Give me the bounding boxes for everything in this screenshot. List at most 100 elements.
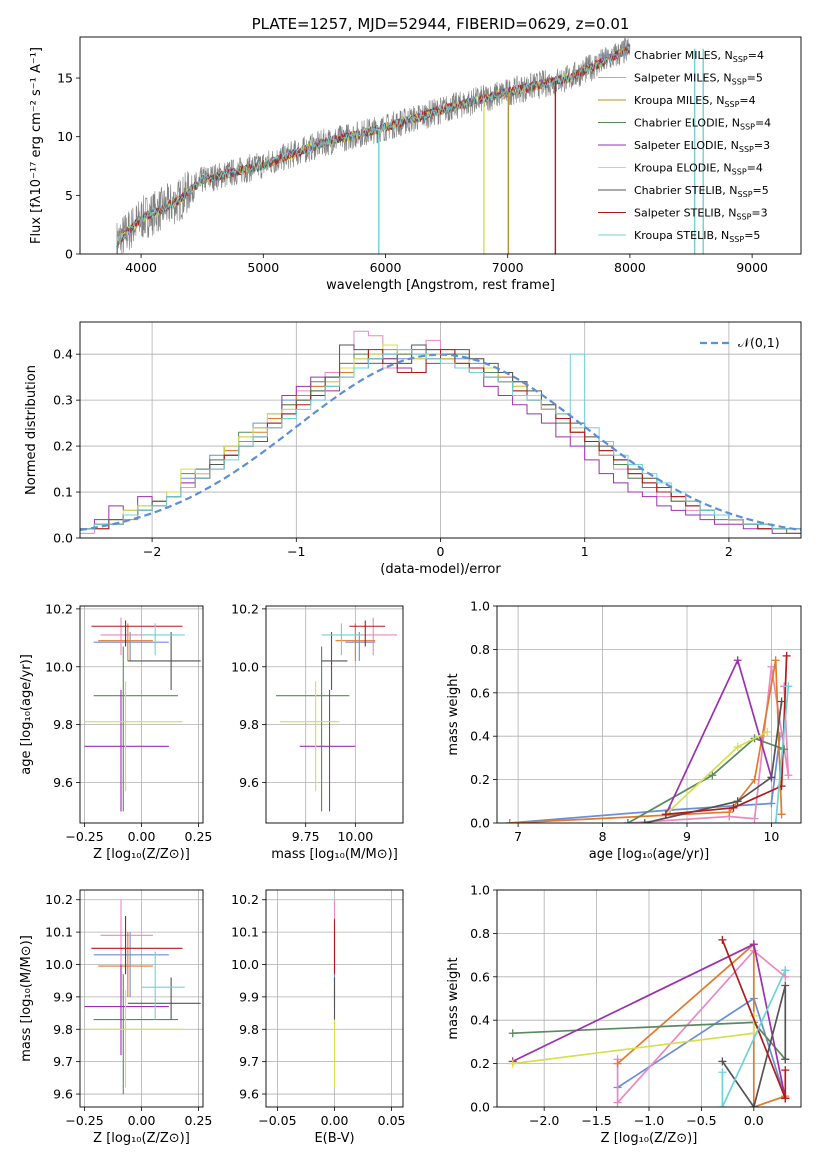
residual-histogram xyxy=(80,349,801,530)
x-axis-label: E(B-V) xyxy=(314,1131,354,1146)
plus-marker xyxy=(749,1103,758,1107)
plus-marker xyxy=(781,1094,790,1103)
y-axis-label: Flux [fλ10⁻¹⁷ erg cm⁻² s⁻¹ A⁻¹] xyxy=(29,47,44,244)
y-tick-label: 0.0 xyxy=(470,816,490,831)
weight-vs-Z-plot-area xyxy=(508,935,790,1107)
model-spectrum-line xyxy=(116,43,631,248)
plus-marker xyxy=(781,1055,790,1064)
plus-marker xyxy=(749,940,758,949)
x-tick-label: −0.25 xyxy=(65,1113,103,1128)
plus-marker xyxy=(729,803,738,812)
plus-marker xyxy=(613,1098,622,1107)
x-tick-label: 0.00 xyxy=(128,1113,156,1128)
model-spectrum-line xyxy=(116,46,631,247)
plus-marker xyxy=(780,745,789,754)
plus-marker xyxy=(708,771,717,780)
x-tick-label: −2 xyxy=(143,544,161,559)
y-tick-label: 9.6 xyxy=(239,1087,259,1102)
y-axis-label: mass weight xyxy=(446,957,461,1039)
plus-marker xyxy=(725,808,734,817)
x-axis-label: Z [log₁₀(Z/Z⊙)] xyxy=(93,1131,190,1146)
y-tick-label: 9.8 xyxy=(239,1022,259,1037)
legend-entry: Chabrier MILES, NSSP=4 xyxy=(634,49,764,64)
axes-frame xyxy=(79,321,802,539)
x-tick-label: 2 xyxy=(725,544,733,559)
x-tick-label: −1 xyxy=(287,544,305,559)
axes-frame xyxy=(79,605,204,824)
x-tick-label: 0.05 xyxy=(378,1113,406,1128)
x-tick-label: 0 xyxy=(437,544,445,559)
mass-vs-Z-plot-area xyxy=(84,899,201,1095)
x-tick-label: −1.5 xyxy=(581,1113,611,1128)
plus-marker xyxy=(763,727,772,736)
y-tick-label: 0.2 xyxy=(53,439,73,454)
plus-marker xyxy=(782,651,791,660)
x-tick-label: 8000 xyxy=(614,260,646,275)
y-tick-label: 10.2 xyxy=(45,892,73,907)
y-tick-label: 9.7 xyxy=(239,1054,259,1069)
mass-weight-line xyxy=(665,655,788,816)
mass-weight-line xyxy=(721,969,787,1107)
y-tick-label: 9.7 xyxy=(53,1054,73,1069)
plus-marker xyxy=(718,1057,727,1066)
y-tick-label: 0.2 xyxy=(470,772,490,787)
x-axis-label: wavelength [Angstrom, rest frame] xyxy=(326,278,555,293)
plus-marker xyxy=(733,656,742,665)
legend-entry: Salpeter STELIB, NSSP=3 xyxy=(634,207,768,222)
mass-weight-line xyxy=(665,731,768,815)
y-tick-label: 0.3 xyxy=(53,393,73,408)
x-axis-label: Z [log₁₀(Z/Z⊙)] xyxy=(601,1131,698,1146)
plus-marker xyxy=(750,814,759,823)
legend-entry: Kroupa STELIB, NSSP=5 xyxy=(634,229,760,244)
y-tick-label: 0.6 xyxy=(470,685,490,700)
x-tick-label: −1.0 xyxy=(634,1113,664,1128)
y-tick-label: 9.6 xyxy=(53,1087,73,1102)
y-tick-label: 10.0 xyxy=(231,659,259,674)
y-tick-label: 0.2 xyxy=(470,1056,490,1071)
plus-marker xyxy=(640,819,649,823)
plus-marker xyxy=(733,743,742,752)
x-tick-label: 9.75 xyxy=(292,829,320,844)
y-tick-label: 0.4 xyxy=(470,1013,490,1028)
x-tick-label: 9 xyxy=(683,829,691,844)
axes-frame xyxy=(79,889,204,1108)
y-tick-label: 10 xyxy=(57,129,73,144)
model-spectrum-line xyxy=(116,46,631,247)
axes-frame xyxy=(265,605,404,824)
y-tick-label: 5 xyxy=(65,188,73,203)
y-tick-label: 9.9 xyxy=(239,989,259,1004)
plus-marker xyxy=(718,1068,727,1077)
legend-entry: Chabrier ELODIE, NSSP=4 xyxy=(634,117,771,132)
y-tick-label: 0.4 xyxy=(470,729,490,744)
y-tick-label: 9.8 xyxy=(239,717,259,732)
x-tick-label: −0.5 xyxy=(686,1113,716,1128)
age-vs-Z-plot-area xyxy=(84,617,201,812)
model-spectrum-line xyxy=(116,44,630,248)
legend-entry: 𝒩(0,1) xyxy=(738,335,780,350)
legend-entry: Kroupa MILES, NSSP=4 xyxy=(634,94,756,109)
x-tick-label: 10.00 xyxy=(337,829,373,844)
y-tick-label: 10.1 xyxy=(45,925,73,940)
y-tick-label: 0.1 xyxy=(53,485,73,500)
plus-marker xyxy=(784,682,793,691)
plus-marker xyxy=(733,797,742,806)
x-axis-label: (data-model)/error xyxy=(380,562,501,577)
y-tick-label: 1.0 xyxy=(470,883,490,898)
y-tick-label: 0.0 xyxy=(470,1100,490,1115)
y-tick-label: 1.0 xyxy=(470,599,490,614)
axes-frame xyxy=(265,889,404,1108)
legend-entry: Chabrier STELIB, NSSP=5 xyxy=(634,184,769,199)
y-tick-label: 15 xyxy=(57,71,73,86)
plus-marker xyxy=(505,819,514,823)
x-tick-label: 0.0 xyxy=(744,1113,764,1128)
x-tick-label: 1 xyxy=(581,544,589,559)
y-axis-label: mass [log₁₀(M/M⊙)] xyxy=(19,935,34,1062)
x-tick-label: 7000 xyxy=(492,260,524,275)
legend-entry: Salpeter MILES, NSSP=5 xyxy=(634,72,763,87)
plus-marker xyxy=(661,810,670,819)
x-axis-label: mass [log₁₀(M/M⊙)] xyxy=(271,847,398,862)
x-tick-label: 10 xyxy=(763,829,779,844)
mass-weight-line xyxy=(774,686,790,823)
y-tick-label: 10.0 xyxy=(45,957,73,972)
